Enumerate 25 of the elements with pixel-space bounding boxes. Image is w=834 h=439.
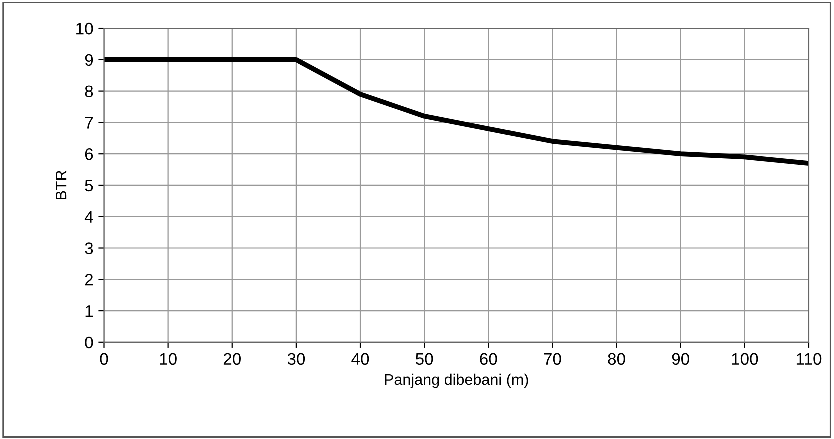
x-tick-label: 110 [796,353,822,366]
x-tick-label: 40 [352,353,370,366]
y-tick-label: 6 [85,148,94,160]
x-axis-title: Panjang dibebani (m) [385,374,528,388]
x-tick-label: 100 [732,353,758,366]
y-tick-label: 3 [85,242,94,254]
x-tick-label: 0 [100,353,108,366]
y-tick-label: 7 [85,117,93,129]
y-tick-label: 8 [85,86,94,98]
x-tick-label: 80 [608,353,626,366]
x-tick-label: 10 [160,353,177,366]
x-tick-label: 30 [288,353,306,366]
y-tick-label: 10 [76,22,94,35]
x-tick-label: 70 [544,353,562,366]
y-tick-label: 2 [85,274,93,286]
y-tick-label: 9 [85,54,94,66]
x-tick-label: 20 [224,353,241,366]
x-tick-label: 60 [480,353,498,366]
y-tick-label: 1 [86,306,94,318]
x-tick-label: 90 [672,353,690,366]
y-axis-title: BTR [56,170,67,200]
y-tick-label: 4 [84,211,94,223]
x-tick-label: 50 [416,353,434,366]
y-tick-label: 0 [85,336,94,349]
y-tick-label: 5 [85,180,94,192]
